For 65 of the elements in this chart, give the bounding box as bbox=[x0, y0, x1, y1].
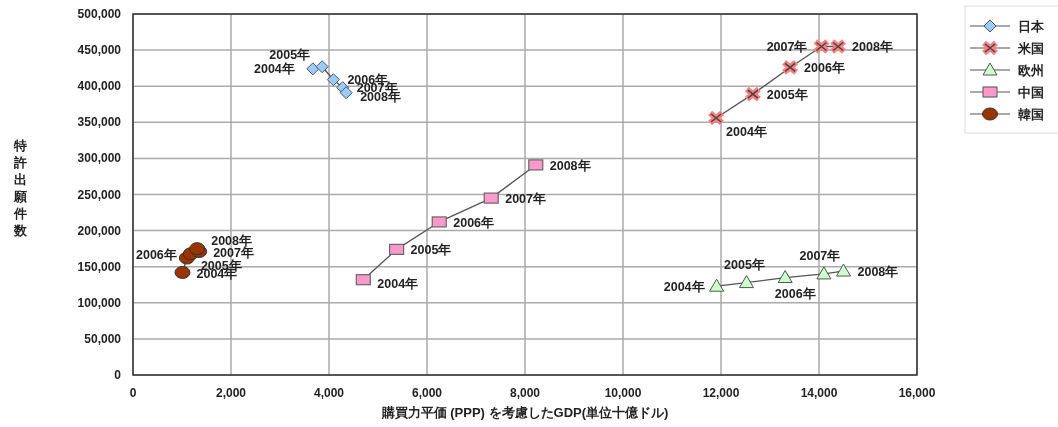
legend-label: 韓国 bbox=[1018, 107, 1044, 122]
point bbox=[709, 278, 725, 292]
legend-label: 米国 bbox=[1017, 41, 1044, 56]
point bbox=[339, 86, 353, 100]
point bbox=[707, 109, 726, 126]
legend-label: 日本 bbox=[1018, 19, 1045, 34]
x-tick-label: 12,000 bbox=[702, 386, 740, 400]
annotation: 2008年 bbox=[852, 40, 893, 55]
annotation: 2006年 bbox=[453, 215, 495, 230]
point bbox=[743, 86, 762, 103]
annotation: 2005年 bbox=[410, 243, 452, 258]
point bbox=[431, 216, 447, 228]
y-tick-label: 200,000 bbox=[77, 223, 122, 238]
annotation: 2007年 bbox=[766, 40, 808, 55]
point bbox=[315, 60, 329, 74]
x-tick-label: 16,000 bbox=[898, 386, 936, 400]
point bbox=[781, 59, 800, 76]
point bbox=[738, 275, 754, 289]
x-tick-label: 8,000 bbox=[509, 386, 541, 400]
annotation: 2004年 bbox=[254, 61, 295, 76]
y-axis-title: 特許出願件数 bbox=[12, 138, 28, 238]
annotation: 2004年 bbox=[726, 124, 767, 139]
x-tick-label: 14,000 bbox=[800, 386, 838, 400]
annotation: 2006年 bbox=[804, 61, 845, 76]
point bbox=[816, 266, 832, 280]
point bbox=[528, 159, 544, 171]
point bbox=[355, 274, 371, 286]
legend-label: 中国 bbox=[1018, 85, 1044, 100]
annotation: 2006年 bbox=[774, 286, 816, 301]
point bbox=[777, 270, 793, 284]
y-tick-label: 250,000 bbox=[77, 187, 122, 202]
legend-label: 欧州 bbox=[1018, 63, 1044, 78]
annotation: 2004年 bbox=[663, 280, 705, 295]
y-tick-label: 350,000 bbox=[77, 115, 122, 130]
annotation: 2008年 bbox=[857, 265, 899, 280]
annotation: 2005年 bbox=[766, 88, 808, 103]
y-tick-label: 50,000 bbox=[84, 331, 122, 346]
annotation: 2005年 bbox=[724, 257, 765, 272]
annotation: 2008年 bbox=[211, 233, 252, 248]
point bbox=[326, 73, 340, 87]
annotation: 2007年 bbox=[799, 248, 841, 263]
point bbox=[483, 192, 499, 204]
y-tick-label: 100,000 bbox=[77, 295, 122, 310]
x-axis-title: 購買力平価 (PPP) を考慮したGDP(単位十億ドル) bbox=[380, 405, 669, 420]
y-tick-label: 0 bbox=[114, 368, 122, 382]
x-tick-label: 2,000 bbox=[215, 386, 247, 400]
annotation: 2005年 bbox=[269, 47, 311, 62]
y-tick-label: 500,000 bbox=[77, 7, 122, 21]
x-tick-label: 0 bbox=[129, 386, 137, 400]
y-tick-label: 150,000 bbox=[77, 259, 122, 274]
annotation: 2006年 bbox=[136, 247, 177, 262]
x-tick-label: 4,000 bbox=[313, 386, 345, 400]
y-tick-label: 400,000 bbox=[77, 79, 122, 94]
annotation: 2007年 bbox=[505, 192, 546, 207]
annotation: 2008年 bbox=[549, 158, 591, 173]
point bbox=[306, 62, 320, 76]
point bbox=[836, 263, 851, 277]
annotation: 2007年 bbox=[213, 245, 254, 260]
x-tick-label: 10,000 bbox=[604, 386, 642, 400]
y-tick-label: 300,000 bbox=[77, 151, 122, 166]
point bbox=[174, 265, 191, 279]
y-tick-label: 450,000 bbox=[77, 43, 122, 58]
x-tick-label: 6,000 bbox=[411, 386, 443, 400]
annotation: 2004年 bbox=[377, 276, 419, 291]
point bbox=[389, 243, 405, 255]
